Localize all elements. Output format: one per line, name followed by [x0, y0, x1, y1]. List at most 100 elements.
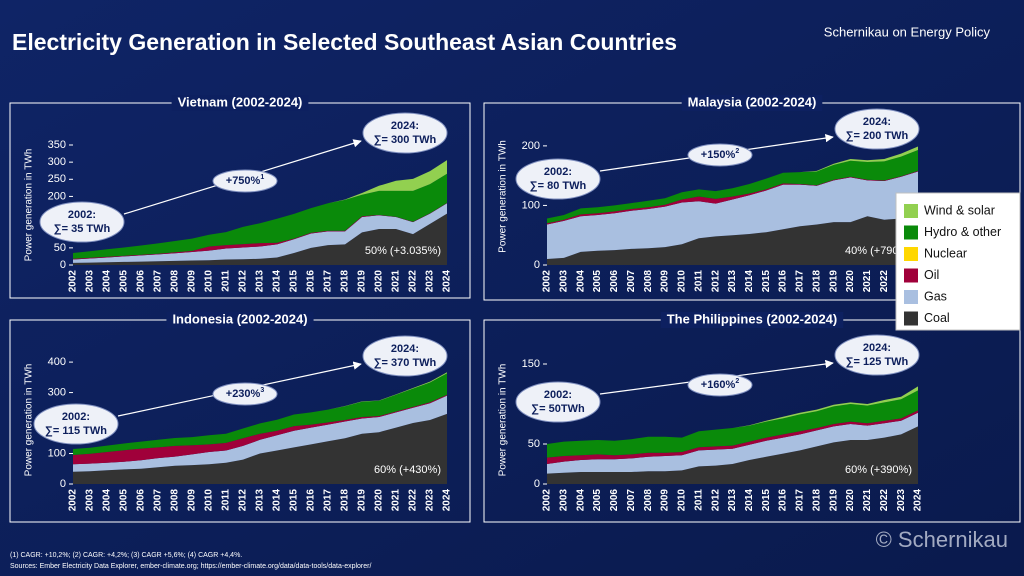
growth-value: +750% — [226, 175, 261, 187]
growth-value: +150% — [701, 149, 736, 161]
x-tick-label: 2020 — [845, 489, 856, 512]
growth-footnote: 3 — [260, 387, 264, 394]
y-tick-label: 300 — [48, 386, 66, 398]
x-tick-label: 2013 — [255, 270, 266, 293]
y-tick-label: 400 — [48, 356, 66, 368]
x-tick-label: 2017 — [323, 489, 334, 512]
x-tick-label: 2013 — [727, 270, 738, 293]
x-tick-label: 2009 — [187, 489, 198, 512]
title-backdrop — [171, 95, 309, 111]
x-tick-label: 2008 — [170, 270, 181, 293]
total-bubble — [515, 158, 601, 200]
x-tick-label: 2014 — [744, 270, 755, 293]
total-text: 2002: — [544, 166, 572, 178]
x-tick-label: 2018 — [811, 270, 822, 293]
x-tick-label: 2004 — [575, 489, 586, 512]
x-tick-label: 2023 — [425, 270, 436, 293]
chart-title: Malaysia (2002-2024) — [688, 94, 817, 109]
x-tick-label: 2009 — [187, 270, 198, 293]
area-series — [73, 203, 447, 263]
x-tick-label: 2016 — [306, 489, 317, 512]
x-tick-label: 2016 — [778, 270, 789, 293]
x-tick-label: 2008 — [643, 489, 654, 512]
y-tick-label: 250 — [48, 173, 66, 185]
x-tick-label: 2019 — [828, 489, 839, 512]
legend-swatch — [904, 225, 918, 240]
x-tick-label: 2021 — [862, 270, 873, 293]
x-tick-label: 2015 — [761, 489, 772, 512]
total-text: ∑= 115 TWh — [45, 425, 107, 437]
footnote: Sources: Ember Electricity Data Explorer… — [10, 563, 371, 570]
x-tick-label: 2019 — [357, 270, 368, 293]
x-tick-label: 2015 — [761, 270, 772, 293]
total-text: 2002: — [68, 209, 96, 221]
legend-label: Wind & solar — [924, 203, 995, 217]
total-bubble — [362, 112, 448, 154]
x-tick-label: 2010 — [677, 489, 688, 512]
chart-title: The Philippines (2002-2024) — [667, 311, 838, 326]
y-tick-label: 350 — [48, 139, 66, 151]
y-tick-label: 200 — [522, 140, 540, 152]
y-axis-label: Power generation in TWh — [498, 140, 509, 253]
x-tick-label: 2017 — [795, 270, 806, 293]
total-text: 2024: — [391, 343, 419, 355]
growth-text: +230%3 — [226, 387, 265, 400]
x-tick-label: 2006 — [136, 489, 147, 512]
x-tick-label: 2024 — [442, 489, 453, 512]
x-tick-label: 2005 — [592, 489, 603, 512]
x-tick-label: 2004 — [102, 489, 113, 512]
x-tick-label: 2009 — [660, 270, 671, 293]
y-tick-label: 0 — [60, 259, 66, 271]
brand: Schernikau on Energy Policy — [824, 24, 991, 39]
x-tick-label: 2014 — [744, 489, 755, 512]
title-backdrop — [660, 312, 844, 328]
x-tick-label: 2004 — [102, 270, 113, 293]
total-bubble — [515, 381, 601, 423]
x-tick-label: 2020 — [374, 489, 385, 512]
total-text: 2024: — [863, 116, 891, 128]
y-tick-label: 150 — [522, 358, 540, 370]
area-series — [547, 410, 918, 464]
total-text: ∑= 50TWh — [531, 403, 585, 415]
area-series — [547, 426, 918, 484]
x-tick-label: 2012 — [238, 489, 249, 512]
x-tick-label: 2004 — [575, 270, 586, 293]
total-text: 2002: — [544, 389, 572, 401]
share-note: 60% (+430%) — [374, 464, 441, 476]
y-tick-label: 0 — [534, 478, 540, 490]
page-title: Electricity Generation in Selected South… — [12, 29, 677, 55]
x-tick-label: 2015 — [289, 489, 300, 512]
legend-label: Hydro & other — [924, 225, 1001, 239]
area-series — [547, 214, 918, 265]
x-tick-label: 2016 — [778, 489, 789, 512]
y-tick-label: 50 — [54, 242, 66, 254]
x-tick-label: 2012 — [710, 270, 721, 293]
growth-text: +150%2 — [701, 148, 740, 161]
legend-label: Nuclear — [924, 246, 967, 260]
x-tick-label: 2014 — [272, 489, 283, 512]
y-tick-label: 200 — [48, 190, 66, 202]
growth-bubble — [212, 169, 278, 193]
x-tick-label: 2022 — [879, 270, 890, 293]
x-tick-label: 2018 — [811, 489, 822, 512]
legend-swatch — [904, 311, 918, 326]
x-tick-label: 2018 — [340, 489, 351, 512]
chart-title: Indonesia (2002-2024) — [172, 311, 307, 326]
x-tick-label: 2007 — [626, 270, 637, 293]
y-axis-label: Power generation in TWh — [24, 364, 35, 477]
charts: Vietnam (2002-2024)050100150200250300350… — [9, 94, 1021, 523]
legend-swatch — [904, 204, 918, 218]
x-tick-label: 2019 — [357, 489, 368, 512]
total-bubble — [362, 335, 448, 377]
x-tick-label: 2011 — [221, 270, 232, 292]
total-text: 2024: — [863, 342, 891, 354]
x-tick-label: 2016 — [306, 270, 317, 293]
total-bubble — [39, 201, 125, 243]
x-tick-label: 2007 — [626, 489, 637, 512]
x-tick-label: 2005 — [119, 270, 130, 293]
x-tick-label: 2009 — [660, 489, 671, 512]
watermark: © Schernikau — [876, 527, 1008, 552]
x-tick-label: 2021 — [862, 489, 873, 512]
